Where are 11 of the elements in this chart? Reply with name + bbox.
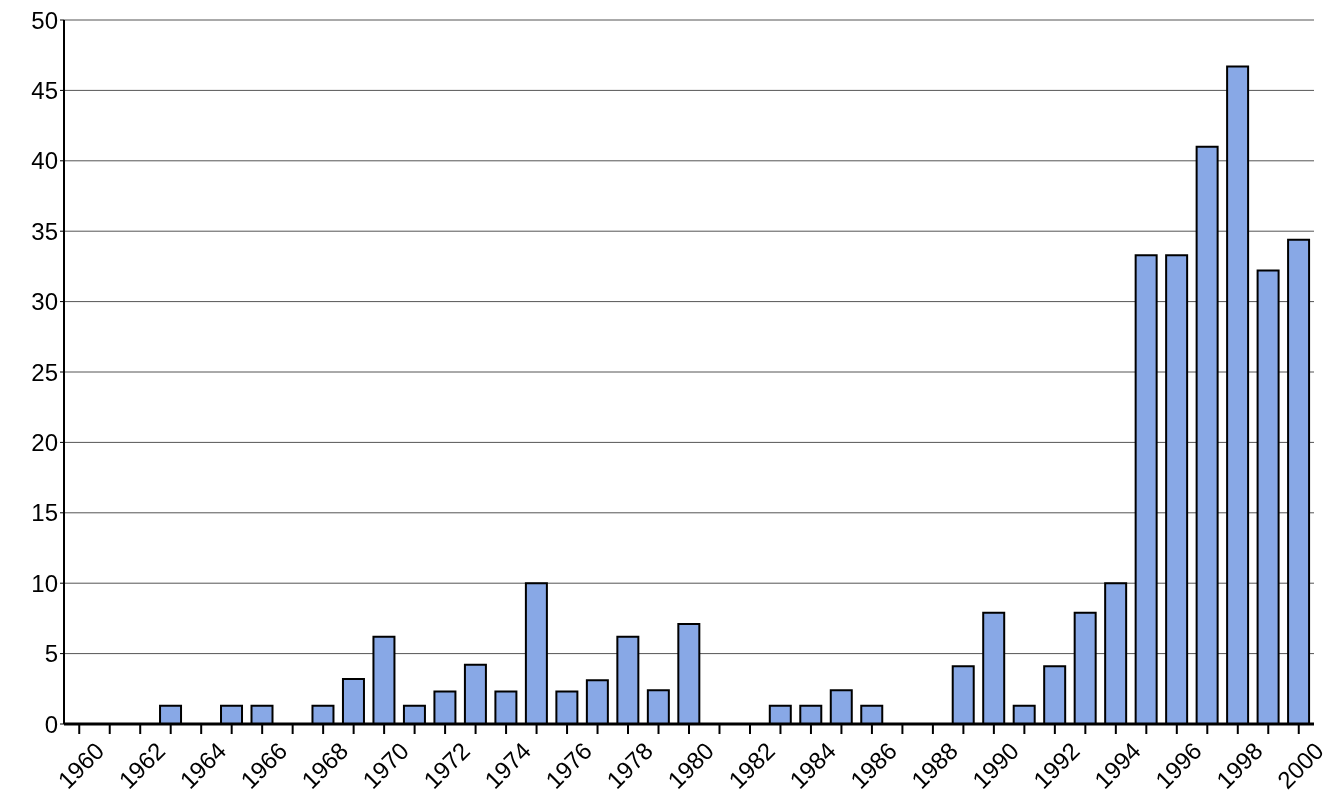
- y-tick-label: 0: [44, 710, 58, 738]
- y-tick-label: 35: [31, 217, 58, 245]
- y-tick-label: 30: [31, 288, 58, 316]
- y-tick-label: 40: [31, 147, 58, 175]
- y-tick-label: 25: [31, 358, 58, 386]
- y-tick-label: 45: [31, 76, 58, 104]
- y-tick-label: 10: [31, 569, 58, 597]
- y-tick-label: 20: [31, 428, 58, 456]
- y-tick-label: 50: [31, 6, 58, 34]
- y-tick-label: 15: [31, 499, 58, 527]
- y-tick-label: 5: [44, 640, 58, 668]
